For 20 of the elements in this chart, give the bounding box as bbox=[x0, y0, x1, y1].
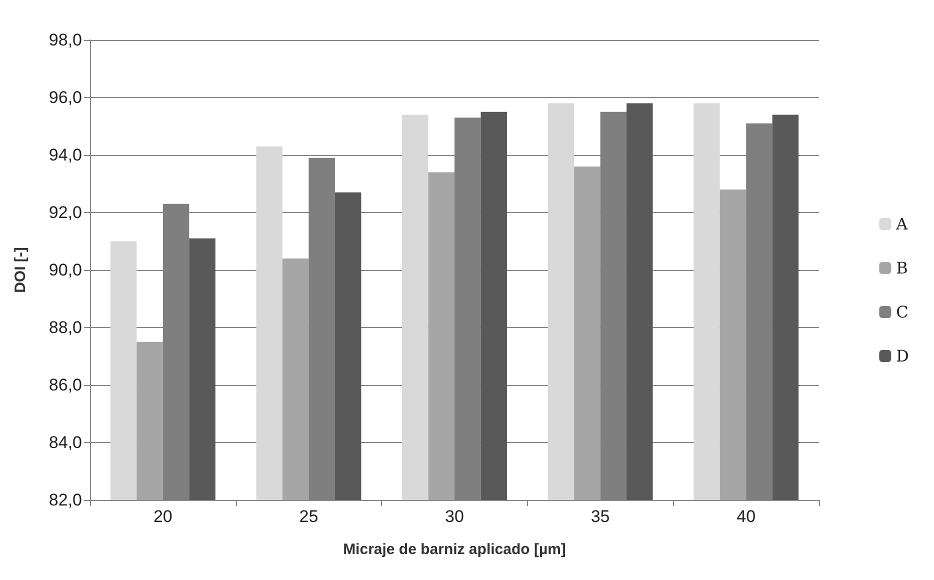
y-tick-label: 86,0 bbox=[48, 376, 82, 394]
x-tick-label: 35 bbox=[590, 507, 610, 526]
x-tick-label: 30 bbox=[445, 507, 464, 526]
x-tick-label: 25 bbox=[299, 507, 318, 526]
y-tick-label: 98,0 bbox=[48, 30, 82, 50]
y-tick-label: 92,0 bbox=[48, 203, 82, 222]
y-tick-label: 84,0 bbox=[48, 433, 82, 452]
y-tick-label: 94,0 bbox=[48, 146, 82, 164]
legend-label: B bbox=[896, 258, 908, 278]
x-tick-label: 20 bbox=[153, 507, 172, 526]
legend-label: C bbox=[896, 302, 908, 322]
x-axis-title: Micraje de barniz aplicado [µm] bbox=[343, 541, 566, 558]
y-axis-title: DOI [-] bbox=[12, 247, 29, 293]
y-tick-label: 88,0 bbox=[48, 318, 82, 337]
y-tick-label: 82,0 bbox=[48, 490, 82, 510]
y-tick-label: 90,0 bbox=[48, 260, 82, 280]
y-tick-label: 96,0 bbox=[48, 88, 82, 107]
legend-label: D bbox=[896, 346, 909, 366]
x-tick-label: 40 bbox=[736, 507, 756, 526]
legend-label: A bbox=[895, 214, 908, 234]
